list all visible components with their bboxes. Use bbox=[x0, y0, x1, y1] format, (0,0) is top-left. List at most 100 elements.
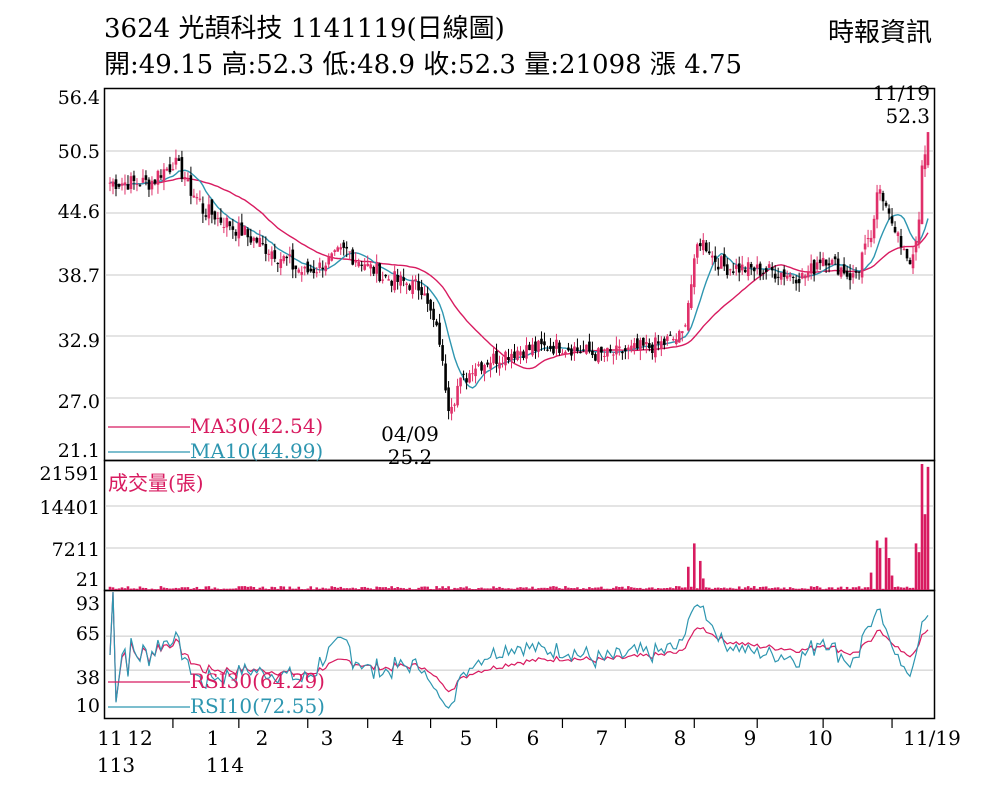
candle-body bbox=[516, 350, 519, 360]
volume-bar bbox=[381, 587, 384, 590]
volume-bar bbox=[201, 589, 205, 590]
volume-bar bbox=[282, 586, 286, 590]
candle-body bbox=[411, 280, 414, 295]
price-tick-label: 44.6 bbox=[58, 201, 100, 223]
volume-bar bbox=[678, 586, 681, 590]
volume-bar bbox=[890, 575, 894, 590]
candle-body bbox=[414, 279, 417, 282]
rsi-lines bbox=[109, 591, 929, 709]
volume-bar bbox=[815, 586, 819, 590]
candle-body bbox=[878, 189, 882, 194]
moving-average-lines bbox=[109, 169, 929, 389]
candle-body bbox=[588, 341, 591, 352]
volume-bar bbox=[309, 586, 313, 590]
candle-body bbox=[585, 344, 588, 354]
candle-body bbox=[459, 377, 462, 387]
rsi-tick-label: 10 bbox=[76, 695, 100, 717]
volume-bar bbox=[366, 587, 369, 590]
candle-body bbox=[303, 266, 307, 269]
candle-body bbox=[893, 226, 897, 233]
volume-bar bbox=[348, 588, 352, 590]
candle-body bbox=[707, 251, 711, 254]
volume-bar bbox=[189, 588, 193, 590]
volume-bar bbox=[516, 587, 519, 590]
candle-body bbox=[315, 272, 319, 274]
volume-bar bbox=[869, 572, 873, 590]
volume-bar bbox=[399, 587, 402, 590]
volume-bar bbox=[525, 587, 528, 590]
candle-body bbox=[273, 250, 277, 259]
candle-body bbox=[228, 221, 232, 227]
volume-bar bbox=[773, 587, 777, 590]
candle-body bbox=[237, 222, 241, 239]
candle-body bbox=[393, 271, 396, 291]
x-month-label: 5 bbox=[460, 726, 473, 750]
volume-bar bbox=[162, 587, 166, 590]
candle-body bbox=[612, 354, 615, 356]
volume-bar bbox=[857, 586, 861, 590]
candle-body bbox=[899, 236, 903, 248]
candle-body bbox=[201, 203, 205, 214]
volume-bar bbox=[722, 587, 726, 590]
x-year-label: 114 bbox=[206, 753, 244, 777]
volume-bar bbox=[423, 586, 426, 590]
candle-body bbox=[453, 404, 456, 406]
candle-body bbox=[908, 260, 912, 265]
volume-bar bbox=[531, 586, 534, 590]
volume-bar bbox=[588, 587, 591, 590]
candle-body bbox=[776, 276, 780, 278]
rsi-tick-label: 93 bbox=[76, 593, 100, 615]
volume-bar bbox=[198, 588, 202, 590]
volume-bar bbox=[288, 586, 292, 590]
volume-bar bbox=[660, 588, 663, 590]
candle-body bbox=[755, 264, 759, 269]
volume-bar bbox=[411, 589, 414, 591]
candle-body bbox=[324, 265, 328, 272]
volume-bar bbox=[803, 588, 807, 590]
candle-body bbox=[306, 261, 310, 273]
candle-body bbox=[920, 165, 924, 225]
volume-bar bbox=[549, 586, 552, 590]
candle-body bbox=[833, 256, 837, 260]
rsi-tick-label: 65 bbox=[76, 623, 100, 645]
volume-bar bbox=[315, 587, 319, 590]
volume-bar bbox=[776, 587, 780, 590]
candle-body bbox=[213, 211, 217, 220]
volume-bar bbox=[746, 586, 750, 590]
volume-bar bbox=[342, 588, 346, 590]
candle-body bbox=[288, 254, 292, 257]
candle-body bbox=[396, 274, 399, 282]
volume-bar bbox=[426, 586, 429, 590]
volume-bar bbox=[111, 587, 115, 590]
x-month-label: 8 bbox=[674, 726, 687, 750]
volume-bar bbox=[683, 587, 687, 590]
volume-bar bbox=[450, 589, 453, 591]
volume-bar bbox=[567, 587, 570, 590]
candle-body bbox=[144, 175, 148, 180]
volume-bar bbox=[908, 587, 912, 590]
price-tick-label: 50.5 bbox=[58, 141, 100, 163]
candle-body bbox=[522, 351, 525, 359]
candle-body bbox=[627, 347, 630, 351]
candle-body bbox=[728, 269, 732, 271]
volume-bar bbox=[318, 588, 322, 590]
volume-bar bbox=[126, 586, 130, 590]
volume-bar bbox=[417, 587, 420, 590]
candle-body bbox=[642, 337, 645, 346]
candle-body bbox=[243, 226, 247, 235]
volume-bar bbox=[231, 588, 235, 590]
candle-body bbox=[330, 253, 334, 261]
candle-body bbox=[716, 266, 720, 270]
volume-bar bbox=[704, 587, 708, 590]
volume-bar bbox=[761, 586, 765, 590]
candle-body bbox=[219, 217, 223, 223]
candle-body bbox=[360, 264, 363, 266]
volume-bar bbox=[183, 587, 187, 590]
volume-bar bbox=[669, 587, 672, 590]
candle-body bbox=[504, 351, 507, 366]
volume-bar bbox=[791, 588, 795, 590]
volume-panel-frame bbox=[103, 459, 936, 592]
candle-body bbox=[695, 244, 699, 258]
candle-body bbox=[713, 255, 717, 262]
candle-body bbox=[615, 345, 618, 355]
